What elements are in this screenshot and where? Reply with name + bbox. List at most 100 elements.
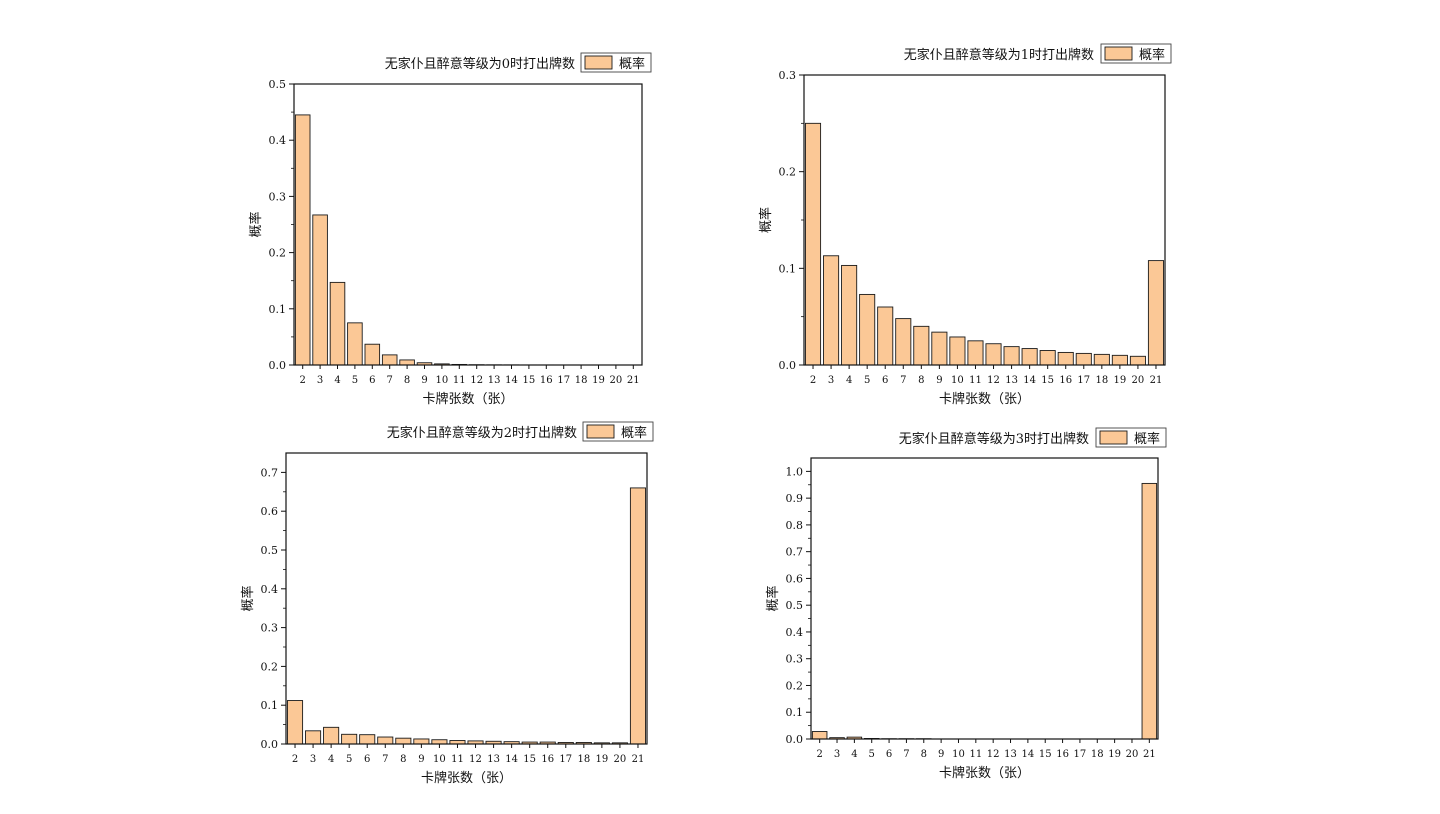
bar-2 xyxy=(295,115,310,365)
y-tick-label: 0.5 xyxy=(786,599,804,612)
legend-label: 概率 xyxy=(1139,47,1165,63)
x-tick-label: 5 xyxy=(352,375,358,386)
x-tick-label: 7 xyxy=(903,749,909,760)
legend-swatch xyxy=(585,56,612,69)
x-tick-label: 16 xyxy=(1059,375,1072,386)
y-tick-label: 0.4 xyxy=(786,626,804,639)
x-tick-label: 9 xyxy=(418,754,424,765)
y-tick-label: 0.5 xyxy=(261,544,279,557)
chart-title: 无家仆且醉意等级为0时打出牌数 xyxy=(385,56,575,72)
x-tick-label: 13 xyxy=(487,754,500,765)
legend-swatch xyxy=(1105,47,1132,60)
x-tick-label: 3 xyxy=(834,749,840,760)
y-tick-label: 0.2 xyxy=(261,660,279,673)
x-tick-label: 12 xyxy=(987,375,1000,386)
y-tick-label: 0.0 xyxy=(269,359,287,372)
y-tick-label: 0.7 xyxy=(261,466,279,479)
x-tick-label: 9 xyxy=(421,375,427,386)
y-tick-label: 0.6 xyxy=(261,505,279,518)
legend-label: 概率 xyxy=(621,425,647,441)
x-tick-label: 19 xyxy=(1114,375,1127,386)
bar-10 xyxy=(950,337,965,365)
x-tick-label: 10 xyxy=(436,375,449,386)
legend-label: 概率 xyxy=(619,56,645,72)
bar-2 xyxy=(287,701,302,744)
x-tick-label: 18 xyxy=(1095,375,1108,386)
y-tick-label: 0.6 xyxy=(786,572,804,585)
x-tick-label: 13 xyxy=(488,375,501,386)
bar-21 xyxy=(1142,483,1157,739)
x-tick-label: 14 xyxy=(1022,749,1035,760)
bar-13 xyxy=(1004,347,1019,365)
x-tick-label: 20 xyxy=(1132,375,1145,386)
legend-swatch xyxy=(587,425,614,438)
bar-4 xyxy=(842,265,857,365)
x-tick-label: 8 xyxy=(400,754,406,765)
x-tick-label: 19 xyxy=(592,375,605,386)
x-tick-label: 16 xyxy=(541,754,554,765)
y-tick-label: 0.0 xyxy=(261,738,279,751)
x-tick-label: 21 xyxy=(627,375,640,386)
y-tick-label: 0.1 xyxy=(261,699,279,712)
y-tick-label: 0.4 xyxy=(269,134,287,147)
x-tick-label: 3 xyxy=(310,754,316,765)
bar-16 xyxy=(1058,352,1073,365)
chart-title: 无家仆且醉意等级为2时打出牌数 xyxy=(387,425,577,441)
x-tick-label: 12 xyxy=(987,749,1000,760)
x-tick-label: 8 xyxy=(918,375,924,386)
legend-label: 概率 xyxy=(1134,431,1160,447)
x-tick-label: 14 xyxy=(505,375,518,386)
y-tick-label: 0.3 xyxy=(779,69,797,82)
bar-8 xyxy=(400,360,415,365)
legend: 概率 xyxy=(1101,44,1171,63)
x-tick-label: 20 xyxy=(610,375,623,386)
bar-6 xyxy=(360,735,375,744)
bar-3 xyxy=(823,256,838,365)
x-tick-label: 6 xyxy=(886,749,892,760)
x-tick-label: 14 xyxy=(1023,375,1036,386)
x-axis-title: 卡牌张数（张） xyxy=(421,770,512,786)
x-tick-label: 10 xyxy=(951,375,964,386)
bar-7 xyxy=(382,355,397,365)
x-tick-label: 11 xyxy=(453,375,466,386)
legend: 概率 xyxy=(583,422,653,441)
x-tick-label: 4 xyxy=(846,375,852,386)
x-tick-label: 9 xyxy=(938,749,944,760)
bar-20 xyxy=(1130,356,1145,365)
plot-frame xyxy=(286,453,647,744)
x-tick-label: 18 xyxy=(575,375,588,386)
bar-18 xyxy=(1094,354,1109,365)
y-tick-label: 0.2 xyxy=(269,247,287,260)
bar-9 xyxy=(414,739,429,744)
bar-10 xyxy=(432,740,447,744)
bar-3 xyxy=(305,731,320,744)
bar-12 xyxy=(986,344,1001,365)
chart-title: 无家仆且醉意等级为3时打出牌数 xyxy=(899,431,1089,447)
bar-6 xyxy=(878,307,893,365)
x-tick-label: 9 xyxy=(936,375,942,386)
x-tick-label: 15 xyxy=(523,375,536,386)
x-tick-label: 17 xyxy=(1077,375,1090,386)
x-tick-label: 17 xyxy=(559,754,572,765)
x-tick-label: 15 xyxy=(1041,375,1054,386)
x-axis-title: 卡牌张数（张） xyxy=(422,391,513,407)
bar-21 xyxy=(630,488,645,744)
x-tick-label: 18 xyxy=(1091,749,1104,760)
x-tick-label: 11 xyxy=(969,749,982,760)
y-axis-title: 概率 xyxy=(248,211,264,237)
legend: 概率 xyxy=(1096,428,1166,447)
x-axis-title: 卡牌张数（张） xyxy=(939,391,1030,407)
x-tick-label: 21 xyxy=(1143,749,1156,760)
bar-21 xyxy=(1148,261,1163,365)
x-tick-label: 18 xyxy=(577,754,590,765)
y-axis-title: 概率 xyxy=(240,585,256,611)
bar-8 xyxy=(396,738,411,744)
x-tick-label: 6 xyxy=(364,754,370,765)
legend-swatch xyxy=(1100,431,1127,444)
x-tick-label: 12 xyxy=(470,375,483,386)
